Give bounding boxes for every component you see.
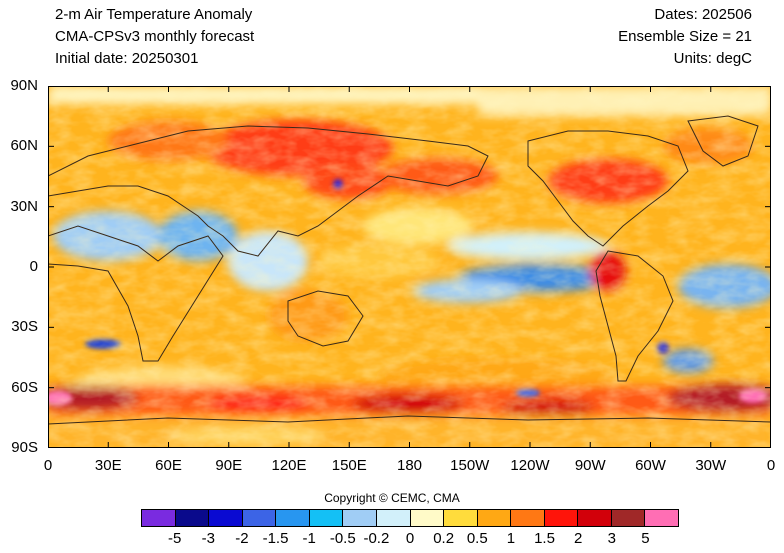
lon-label: 0 — [43, 457, 53, 474]
lon-label: 90W — [574, 457, 606, 474]
colorbar-swatch — [444, 510, 478, 526]
lon-label: 120W — [510, 457, 550, 474]
lat-label: 90N — [10, 77, 38, 94]
colorbar-label: -3 — [201, 530, 215, 547]
lon-label: 120E — [271, 457, 307, 474]
colorbar-swatch — [175, 510, 210, 526]
lat-label: 30S — [11, 318, 38, 336]
units-label: Units: degC — [673, 50, 752, 67]
colorbar-swatch — [511, 510, 545, 526]
lat-label: 30N — [10, 197, 38, 215]
ensemble-size: Ensemble Size = 21 — [618, 28, 752, 45]
lon-label: 0 — [766, 457, 776, 474]
coastlines — [48, 115, 771, 425]
lon-label: 90E — [215, 457, 243, 474]
chart-title: 2-m Air Temperature Anomaly — [55, 6, 253, 23]
colorbar-label: -1.5 — [262, 530, 289, 547]
lat-label: 90S — [11, 439, 38, 456]
lon-label: 180 — [396, 457, 423, 474]
model-name: CMA-CPSv3 monthly forecast — [55, 28, 255, 45]
colorbar-label: 2 — [573, 530, 583, 547]
colorbar-swatch — [376, 510, 411, 526]
colorbar-label: -0.2 — [363, 530, 390, 547]
lon-label: 60W — [635, 457, 666, 474]
lon-label: 30E — [94, 457, 122, 474]
colorbar-swatch — [209, 510, 243, 526]
colorbar-swatch — [477, 510, 512, 526]
lat-label: 60S — [11, 378, 38, 396]
colorbar-label: -5 — [167, 530, 182, 547]
colorbar-label: 0 — [405, 530, 415, 547]
lat-label: 60N — [10, 137, 38, 155]
colorbar-label: 1 — [506, 530, 516, 547]
colorbar-label: -2 — [235, 530, 249, 547]
colorbar-swatch — [309, 510, 344, 526]
colorbar-swatch — [242, 510, 277, 526]
colorbar-swatch — [343, 510, 377, 526]
lon-label: 60E — [155, 457, 182, 474]
colorbar-swatch — [645, 510, 678, 526]
colorbar-label: 1.5 — [534, 530, 555, 547]
lat-label: 0 — [29, 258, 38, 275]
lon-label: 150W — [450, 457, 490, 474]
colorbar-label: -1 — [302, 530, 316, 547]
lon-label: 150E — [331, 457, 367, 474]
temperature-anomaly-map — [48, 86, 771, 448]
colorbar-label: -0.5 — [329, 530, 356, 547]
colorbar-label: 0.2 — [433, 530, 455, 547]
map-border — [48, 86, 771, 448]
copyright-label: Copyright © CEMC, CMA — [324, 491, 460, 505]
lon-label: 30W — [695, 457, 727, 474]
colorbar-swatch — [142, 510, 176, 526]
forecast-dates: Dates: 202506 — [654, 6, 752, 23]
header-right: Dates: 202506 Ensemble Size = 21 Units: … — [618, 4, 752, 70]
colorbar-swatch — [578, 510, 612, 526]
colorbar-swatch — [611, 510, 646, 526]
colorbar-swatch — [410, 510, 445, 526]
colorbar — [141, 509, 679, 527]
colorbar-label: 0.5 — [466, 530, 488, 547]
initial-date: Initial date: 20250301 — [55, 50, 199, 67]
colorbar-label: 3 — [607, 530, 616, 547]
colorbar-label: 5 — [641, 530, 650, 547]
colorbar-swatch — [544, 510, 579, 526]
colorbar-swatch — [276, 510, 310, 526]
header-left: 2-m Air Temperature Anomaly CMA-CPSv3 mo… — [55, 4, 254, 70]
